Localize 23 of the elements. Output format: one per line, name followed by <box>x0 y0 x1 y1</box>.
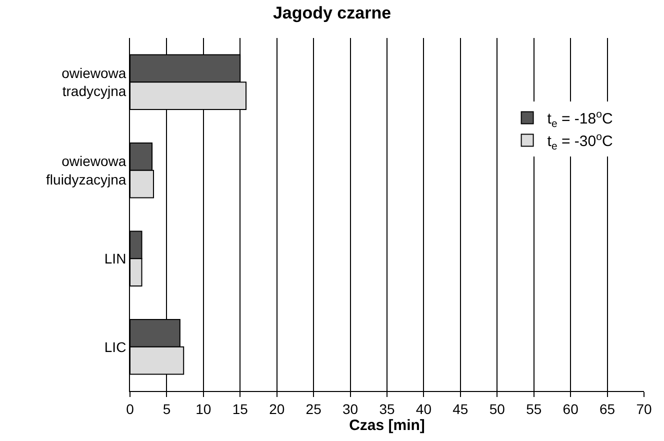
y-tick-label: LIC <box>104 338 126 355</box>
x-tick-label: 10 <box>196 400 212 417</box>
chart-title: Jagody czarne <box>272 4 392 23</box>
legend-label: t$_{e}$ = -30$^{o}$C <box>547 130 613 152</box>
y-tick-label: owiewowa fluidyzacyjna <box>46 153 126 188</box>
legend-label: t$_{e}$ = -18$^{o}$C <box>547 108 613 130</box>
x-tick-label: 65 <box>600 400 616 417</box>
y-tick-label: LIN <box>104 250 126 267</box>
y-tick-label: owiewowa tradycyjna <box>62 64 126 100</box>
x-tick-label: 35 <box>379 400 395 417</box>
x-axis-title: Czas [min] <box>349 416 425 434</box>
x-tick-label: 15 <box>232 400 248 417</box>
x-tick-label: 0 <box>126 400 134 417</box>
x-tick-label: 45 <box>452 400 468 417</box>
x-tick-label: 70 <box>636 400 652 417</box>
x-tick-label: 5 <box>162 400 171 417</box>
x-tick-label: 50 <box>489 400 506 417</box>
x-tick-label: 55 <box>526 400 542 417</box>
x-tick-label: 40 <box>416 400 432 417</box>
x-tick-label: 20 <box>269 400 285 417</box>
x-tick-label: 30 <box>342 400 358 417</box>
x-tick-label: 60 <box>562 400 579 417</box>
x-tick-label: 25 <box>306 400 322 417</box>
